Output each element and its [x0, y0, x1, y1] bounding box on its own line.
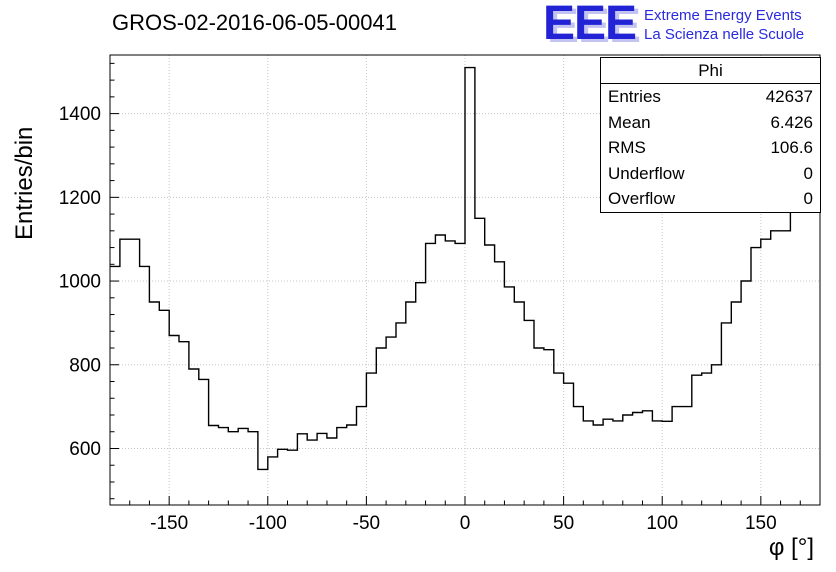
- stats-label: RMS: [608, 138, 646, 157]
- y-tick-label: 1200: [59, 188, 101, 209]
- y-tick-label: 800: [69, 355, 101, 376]
- x-tick-label: -100: [249, 513, 287, 534]
- stats-label: Overflow: [608, 189, 676, 208]
- stats-row: Entries 42637: [601, 84, 820, 110]
- stats-row: Mean 6.426: [601, 110, 820, 136]
- stats-box: Phi Entries 42637 Mean 6.426 RMS 106.6 Underfl…: [600, 57, 821, 213]
- stats-rows: Entries 42637 Mean 6.426 RMS 106.6 Underflow 0 O…: [601, 84, 820, 212]
- histogram-line: [110, 66, 820, 471]
- stats-label: Underflow: [608, 163, 685, 183]
- x-tick-label: -50: [353, 513, 380, 534]
- eee-logo-line2: La Scienza nelle Scuole: [644, 26, 805, 43]
- x-tick-label: 50: [553, 513, 574, 534]
- x-tick-label: 150: [745, 513, 777, 534]
- stats-value: 42637: [765, 87, 813, 106]
- eee-logo-text: EEE: [543, 0, 637, 50]
- stats-row: Overflow 0: [601, 186, 820, 212]
- stats-header: Phi: [601, 58, 820, 84]
- y-axis-title: Entries/bin: [11, 127, 38, 240]
- plot-title: GROS-02-2016-06-05-00041: [112, 10, 397, 35]
- x-tick-label: 100: [646, 513, 678, 534]
- stats-value: 0: [803, 163, 813, 183]
- x-axis-title: φ [°]: [769, 534, 814, 561]
- stats-value: 106.6: [770, 138, 813, 157]
- stats-value: 0: [803, 189, 813, 208]
- stats-label: Mean: [608, 112, 651, 132]
- stats-value: 6.426: [770, 112, 813, 132]
- y-tick-label: 600: [69, 439, 101, 460]
- x-tick-label: -150: [150, 513, 188, 534]
- eee-logo-line1: Extreme Energy Events: [644, 7, 802, 24]
- eee-logo-subtitle: Extreme Energy Events La Scienza nelle S…: [644, 6, 804, 44]
- y-tick-label: 1000: [59, 272, 101, 293]
- stats-label: Entries: [608, 87, 661, 106]
- stats-row: RMS 106.6: [601, 135, 820, 161]
- stats-row: Underflow 0: [601, 161, 820, 187]
- y-tick-label: 1400: [59, 104, 101, 125]
- x-tick-label: 0: [460, 513, 471, 534]
- eee-logo: EEE Extreme Energy Events La Scienza nel…: [543, 0, 804, 50]
